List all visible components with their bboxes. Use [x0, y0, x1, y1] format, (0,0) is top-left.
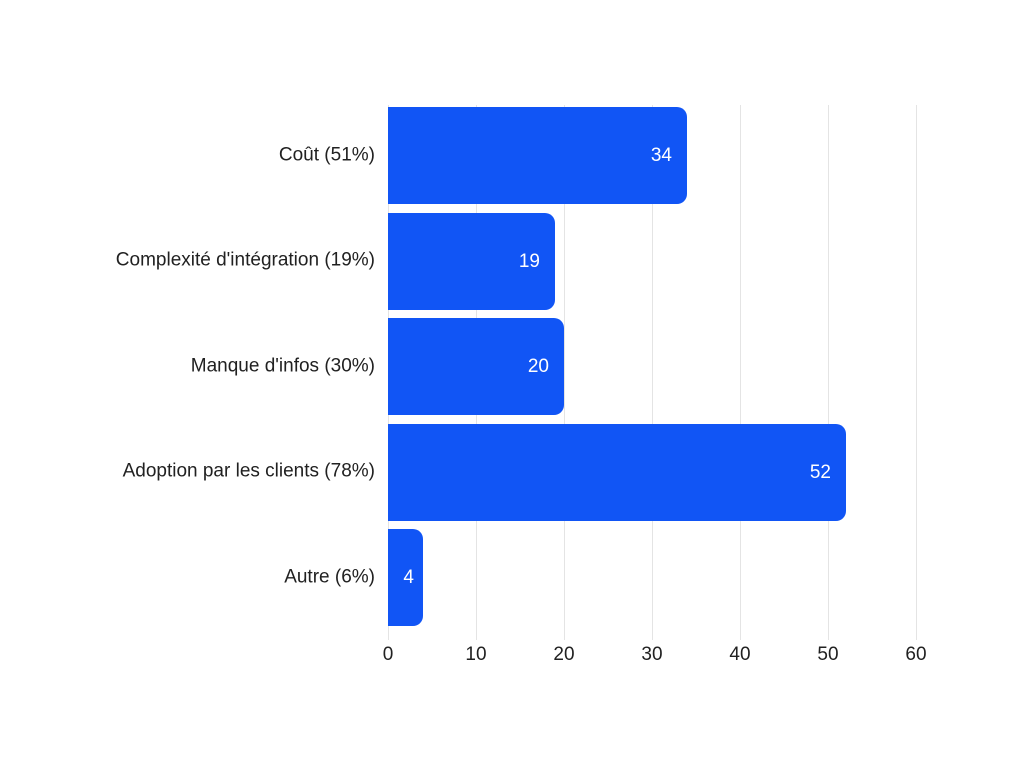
- x-tick-label: 30: [641, 644, 663, 665]
- gridline: [740, 105, 741, 640]
- bar-value-label: 34: [650, 145, 672, 166]
- bar: 20: [388, 318, 564, 415]
- category-label: Manque d'infos (30%): [190, 355, 375, 377]
- gridline: [828, 105, 829, 640]
- x-tick-label: 50: [817, 644, 839, 665]
- category-label: Adoption par les clients (78%): [122, 460, 375, 482]
- bar-value-label: 4: [403, 567, 414, 588]
- gridline: [916, 105, 917, 640]
- category-label: Autre (6%): [284, 566, 375, 588]
- category-label: Coût (51%): [278, 144, 375, 166]
- plot-area: 34 19 20 52 4: [388, 105, 918, 640]
- bar: 52: [388, 424, 846, 521]
- gridline: [564, 105, 565, 640]
- x-tick-label: 60: [905, 644, 927, 665]
- bar: 19: [388, 213, 555, 310]
- bar-value-label: 52: [809, 462, 831, 483]
- bar: 34: [388, 107, 687, 204]
- category-label: Complexité d'intégration (19%): [115, 249, 375, 271]
- bar-value-label: 19: [518, 251, 540, 272]
- bar-value-label: 20: [527, 356, 549, 377]
- gridline: [652, 105, 653, 640]
- x-tick-label: 10: [465, 644, 487, 665]
- bar: 4: [388, 529, 423, 626]
- x-tick-label: 0: [382, 644, 394, 665]
- x-tick-label: 40: [729, 644, 751, 665]
- x-tick-label: 20: [553, 644, 575, 665]
